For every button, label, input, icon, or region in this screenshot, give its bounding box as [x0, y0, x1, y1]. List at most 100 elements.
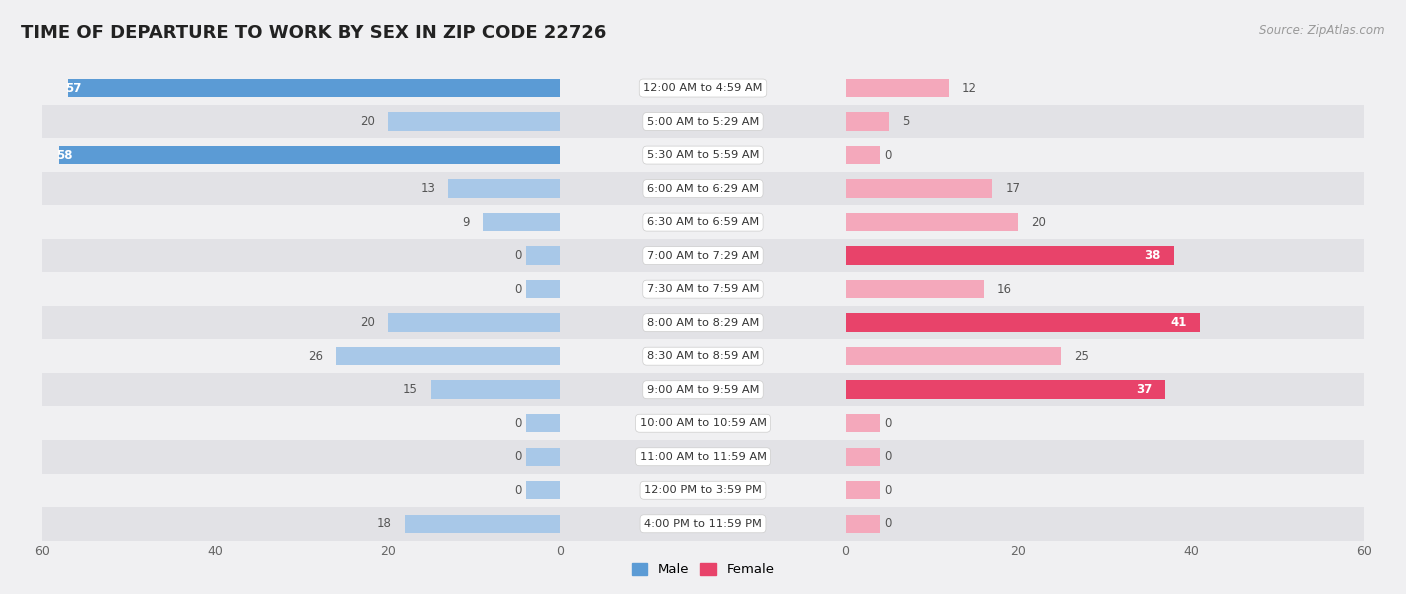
Text: 58: 58 — [56, 148, 73, 162]
Bar — [561, 71, 845, 105]
Text: TIME OF DEPARTURE TO WORK BY SEX IN ZIP CODE 22726: TIME OF DEPARTURE TO WORK BY SEX IN ZIP … — [21, 24, 606, 42]
Bar — [388, 314, 561, 332]
Bar — [845, 71, 1364, 105]
Text: 37: 37 — [1136, 383, 1152, 396]
Bar — [845, 273, 1364, 306]
Bar — [42, 406, 561, 440]
Bar — [845, 239, 1364, 273]
Text: Source: ZipAtlas.com: Source: ZipAtlas.com — [1260, 24, 1385, 37]
Bar — [561, 473, 845, 507]
Bar — [561, 138, 845, 172]
Bar — [845, 306, 1364, 339]
Bar — [526, 481, 561, 500]
Text: 11:00 AM to 11:59 AM: 11:00 AM to 11:59 AM — [640, 452, 766, 462]
Bar — [845, 172, 1364, 206]
Text: 0: 0 — [884, 450, 891, 463]
Text: 38: 38 — [1144, 249, 1161, 262]
Text: 0: 0 — [515, 484, 522, 497]
Bar — [42, 273, 561, 306]
Bar — [845, 79, 949, 97]
Bar — [845, 447, 880, 466]
Bar — [845, 105, 1364, 138]
Bar — [561, 440, 845, 473]
Text: 12:00 AM to 4:59 AM: 12:00 AM to 4:59 AM — [644, 83, 762, 93]
Text: 25: 25 — [1074, 350, 1090, 363]
Text: 0: 0 — [515, 450, 522, 463]
Bar — [845, 314, 1199, 332]
Bar — [561, 273, 845, 306]
Bar — [845, 406, 1364, 440]
Text: 17: 17 — [1005, 182, 1021, 195]
Bar — [845, 247, 1174, 265]
Text: 12: 12 — [962, 81, 977, 94]
Text: 18: 18 — [377, 517, 392, 530]
Bar — [845, 347, 1062, 365]
Bar — [526, 280, 561, 298]
Bar — [561, 339, 845, 373]
Bar — [561, 306, 845, 339]
Bar — [336, 347, 561, 365]
Bar — [67, 79, 561, 97]
Text: 20: 20 — [360, 115, 375, 128]
Text: 9:00 AM to 9:59 AM: 9:00 AM to 9:59 AM — [647, 385, 759, 394]
Bar — [561, 105, 845, 138]
Bar — [845, 280, 984, 298]
Bar — [42, 473, 561, 507]
Text: 0: 0 — [515, 417, 522, 429]
Text: 20: 20 — [360, 316, 375, 329]
Bar — [482, 213, 561, 231]
Bar — [845, 514, 880, 533]
Bar — [42, 105, 561, 138]
Bar — [845, 440, 1364, 473]
Text: 6:00 AM to 6:29 AM: 6:00 AM to 6:29 AM — [647, 184, 759, 194]
Text: 15: 15 — [404, 383, 418, 396]
Text: 5: 5 — [901, 115, 910, 128]
Bar — [845, 213, 1018, 231]
Text: 0: 0 — [884, 148, 891, 162]
Bar — [845, 138, 1364, 172]
Text: 0: 0 — [515, 283, 522, 296]
Bar — [845, 481, 880, 500]
Bar — [845, 179, 993, 198]
Text: 12:00 PM to 3:59 PM: 12:00 PM to 3:59 PM — [644, 485, 762, 495]
Text: 0: 0 — [884, 484, 891, 497]
Bar — [430, 381, 561, 399]
Text: 0: 0 — [884, 517, 891, 530]
Bar — [845, 373, 1364, 406]
Bar — [845, 381, 1166, 399]
Bar — [42, 507, 561, 541]
Bar — [845, 473, 1364, 507]
Bar — [42, 373, 561, 406]
Bar — [42, 206, 561, 239]
Text: 20: 20 — [1031, 216, 1046, 229]
Text: 6:30 AM to 6:59 AM: 6:30 AM to 6:59 AM — [647, 217, 759, 227]
Bar — [526, 247, 561, 265]
Bar — [845, 507, 1364, 541]
Bar — [561, 206, 845, 239]
Bar — [845, 414, 880, 432]
Bar — [526, 414, 561, 432]
Bar — [845, 112, 889, 131]
Text: 13: 13 — [420, 182, 436, 195]
Bar — [42, 239, 561, 273]
Text: 0: 0 — [515, 249, 522, 262]
Text: 4:00 PM to 11:59 PM: 4:00 PM to 11:59 PM — [644, 519, 762, 529]
Bar — [405, 514, 561, 533]
Bar — [42, 440, 561, 473]
Text: 0: 0 — [884, 417, 891, 429]
Bar — [42, 339, 561, 373]
Text: 57: 57 — [65, 81, 82, 94]
Bar — [561, 239, 845, 273]
Text: 9: 9 — [463, 216, 470, 229]
Bar — [42, 172, 561, 206]
Bar — [561, 406, 845, 440]
Bar — [42, 306, 561, 339]
Bar — [845, 206, 1364, 239]
Bar — [561, 172, 845, 206]
Text: 41: 41 — [1170, 316, 1187, 329]
Bar — [561, 373, 845, 406]
Bar — [526, 447, 561, 466]
Bar — [845, 339, 1364, 373]
Text: 5:30 AM to 5:59 AM: 5:30 AM to 5:59 AM — [647, 150, 759, 160]
Text: 5:00 AM to 5:29 AM: 5:00 AM to 5:29 AM — [647, 116, 759, 127]
